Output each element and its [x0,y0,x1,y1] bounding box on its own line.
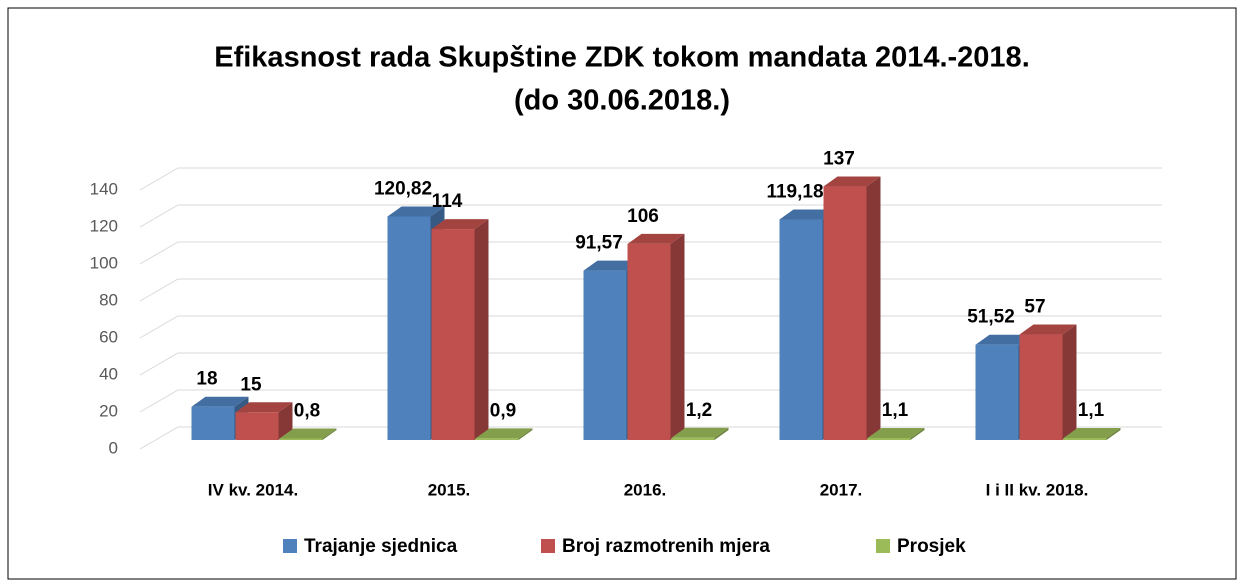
legend-swatch [876,539,890,553]
bar [1019,334,1063,440]
bar-top [1063,427,1121,438]
bar-top [975,334,1033,345]
bar [387,216,431,440]
bar [1063,437,1107,440]
chart-title: Efikasnost rada Skupštine ZDK tokom mand… [214,42,1030,74]
bar-top [583,260,641,271]
bar-side [474,219,489,440]
bar-top [823,176,881,187]
bar-top [779,209,837,220]
data-label: 15 [240,374,262,395]
bar-top [279,428,337,439]
data-label: 1,2 [686,400,712,421]
data-label: 119,18 [766,182,823,203]
data-label: 1,1 [1078,400,1105,421]
y-tick-label: 120 [90,216,118,235]
bar [627,243,671,440]
bar-top [671,427,729,438]
bar [279,438,323,440]
data-label: 114 [432,191,463,212]
data-label: 51,52 [967,307,1015,328]
data-label: 0,9 [490,400,516,421]
bar-side [278,402,293,440]
data-label: 106 [627,206,659,227]
y-tick-label: 60 [99,327,118,346]
bar-top [475,428,533,439]
bar-top [867,427,925,438]
data-label: 91,57 [575,233,623,254]
data-label: 120,82 [374,178,432,199]
y-tick-label: 0 [109,438,118,457]
legend-swatch [283,539,297,553]
data-label: 137 [823,149,855,170]
bar-top [387,206,445,217]
x-tick-label: 2017. [820,480,863,499]
x-tick-label: IV kv. 2014. [208,480,298,499]
data-label: 18 [196,369,217,390]
data-label: 57 [1024,297,1045,318]
bar [431,229,475,440]
bar [779,219,823,440]
grid-line [139,167,1162,191]
y-tick-label: 100 [90,253,118,272]
bar [867,437,911,440]
legend-swatch [541,539,555,553]
x-tick-label: I i II kv. 2018. [986,480,1089,499]
y-tick-label: 20 [99,401,118,420]
bar [823,186,867,440]
bar [583,270,627,440]
bar-top [191,396,249,407]
bar-top [235,402,293,413]
bar-top [627,233,685,244]
bar-side [910,427,925,440]
y-tick-label: 40 [99,364,118,383]
bar [975,344,1019,440]
bar [235,412,279,440]
x-tick-label: 2015. [428,480,471,499]
bar-side [866,176,881,441]
bar-side [1062,324,1077,440]
y-tick-label: 80 [99,290,118,309]
bar-side [322,428,337,440]
bar-side [1106,427,1121,440]
bar-top [431,219,489,230]
bar-top [1019,324,1077,335]
data-label: 0,8 [294,401,320,422]
data-label: 1,1 [882,400,909,421]
bar-side [518,428,533,440]
legend-label: Broj razmotrenih mjera [562,536,770,557]
bar-side [670,233,685,440]
chart-subtitle: (do 30.06.2018.) [514,85,730,117]
legend-label: Prosjek [897,536,966,557]
bar [475,438,519,440]
bar [191,406,235,440]
x-tick-label: 2016. [624,480,667,499]
bar-side [714,427,729,440]
y-tick-label: 140 [90,179,118,198]
bar [671,437,715,440]
legend-label: Trajanje sjednica [304,536,458,557]
